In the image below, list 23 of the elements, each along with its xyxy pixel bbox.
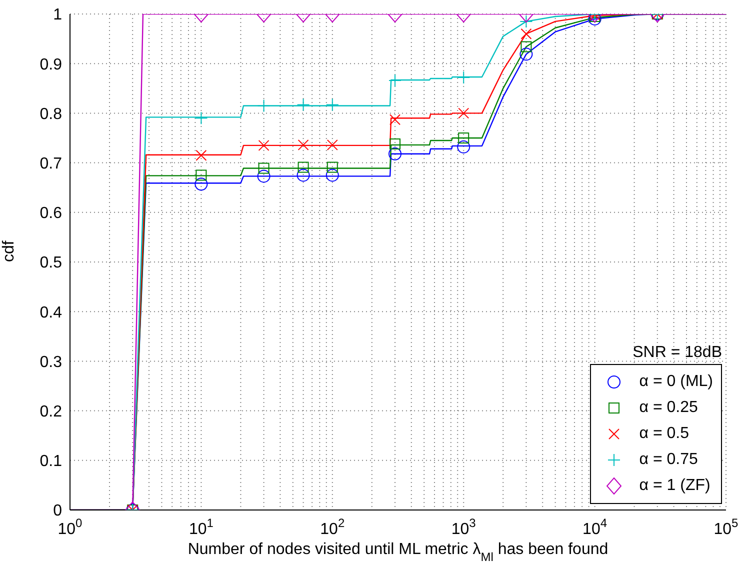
y-tick-label: 0.5: [40, 254, 62, 272]
legend-title: SNR = 18dB: [632, 344, 722, 362]
y-tick-label: 1: [53, 6, 62, 24]
legend-label: α = 0 (ML): [639, 373, 713, 391]
x-tick-label: 10$^{5}$: [714, 516, 739, 538]
y-axis-title: cdf: [0, 240, 18, 262]
y-tick-label: 0.7: [40, 155, 62, 172]
x-axis-title: Number of nodes visited until ML metric λ$_{Ml}$ has been found: [188, 541, 608, 564]
legend-label: α = 0.75: [639, 451, 698, 469]
y-tick-label: 0.1: [40, 453, 62, 470]
legend-label: α = 0.25: [639, 399, 698, 417]
x-tick-label: 10$^{4}$: [582, 516, 608, 538]
y-tick-label: 0.2: [40, 403, 62, 420]
x-tick-label: 10$^{1}$: [188, 516, 214, 538]
y-tick-label: 0.8: [40, 106, 62, 123]
y-tick-label: 0.4: [40, 304, 62, 322]
legend-label: α = 1 (ZF): [639, 477, 710, 495]
legend-label: α = 0.5: [639, 425, 690, 443]
y-tick-label: 0.6: [40, 205, 62, 222]
x-tick-label: 10$^{3}$: [451, 516, 476, 538]
y-tick-label: 0.3: [40, 354, 62, 371]
x-tick-label: 10$^{2}$: [320, 516, 345, 538]
y-tick-label: 0.9: [40, 56, 62, 74]
